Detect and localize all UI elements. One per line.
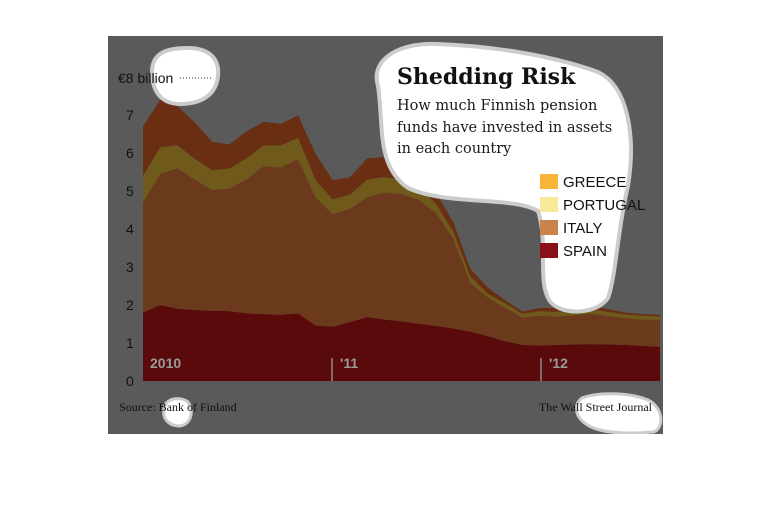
subtitle-line-2: funds have invested in assets bbox=[397, 120, 612, 136]
area-spain bbox=[143, 305, 660, 381]
credit-text: The Wall Street Journal bbox=[539, 400, 653, 414]
legend-label-spain: SPAIN bbox=[563, 243, 607, 260]
legend-label-italy: ITALY bbox=[563, 220, 602, 237]
legend-swatch-spain bbox=[540, 243, 558, 258]
credit-blob bbox=[575, 392, 663, 434]
legend-swatch-italy bbox=[540, 220, 558, 235]
x-tick-label: '12 bbox=[549, 355, 568, 371]
chart-svg: 7 6 5 4 3 2 1 0 2010 '11 '12 €8 billion Shedding … bbox=[118, 41, 663, 434]
legend-swatch-portugal bbox=[540, 197, 558, 212]
y-tick-label: 3 bbox=[126, 259, 134, 275]
x-axis: 2010 '11 '12 bbox=[150, 355, 568, 381]
stacked-areas bbox=[143, 99, 660, 381]
x-tick-label: 2010 bbox=[150, 355, 181, 371]
y-tick-label: 5 bbox=[126, 183, 134, 199]
y-tick-label: 6 bbox=[126, 145, 134, 161]
chart-frame: 7 6 5 4 3 2 1 0 2010 '11 '12 €8 billion Shedding … bbox=[108, 36, 663, 434]
source-text: Source: Bank of Finland bbox=[119, 400, 237, 414]
area-italy bbox=[143, 159, 660, 347]
subtitle-line-1: How much Finnish pension bbox=[397, 98, 597, 114]
x-tick-label: '11 bbox=[340, 355, 358, 371]
y-tick-label: 4 bbox=[126, 221, 134, 237]
y-tick-label: 7 bbox=[126, 107, 134, 123]
legend-label-portugal: PORTUGAL bbox=[563, 197, 645, 214]
unit-label-blob bbox=[149, 45, 221, 107]
chart-title: Shedding Risk bbox=[397, 64, 576, 90]
unit-label: €8 billion bbox=[118, 70, 173, 86]
y-axis: 7 6 5 4 3 2 1 0 bbox=[126, 107, 134, 389]
title-blob bbox=[374, 41, 633, 314]
y-tick-label: 1 bbox=[126, 335, 134, 351]
highlight-blobs bbox=[149, 41, 663, 434]
y-tick-label: 2 bbox=[126, 297, 134, 313]
legend-swatch-greece bbox=[540, 174, 558, 189]
legend-label-greece: GREECE bbox=[563, 174, 626, 191]
source-blob bbox=[162, 397, 193, 428]
y-tick-label: 0 bbox=[126, 373, 134, 389]
subtitle-line-3: in each country bbox=[397, 141, 512, 157]
legend: GREECE PORTUGAL ITALY SPAIN bbox=[540, 174, 645, 260]
